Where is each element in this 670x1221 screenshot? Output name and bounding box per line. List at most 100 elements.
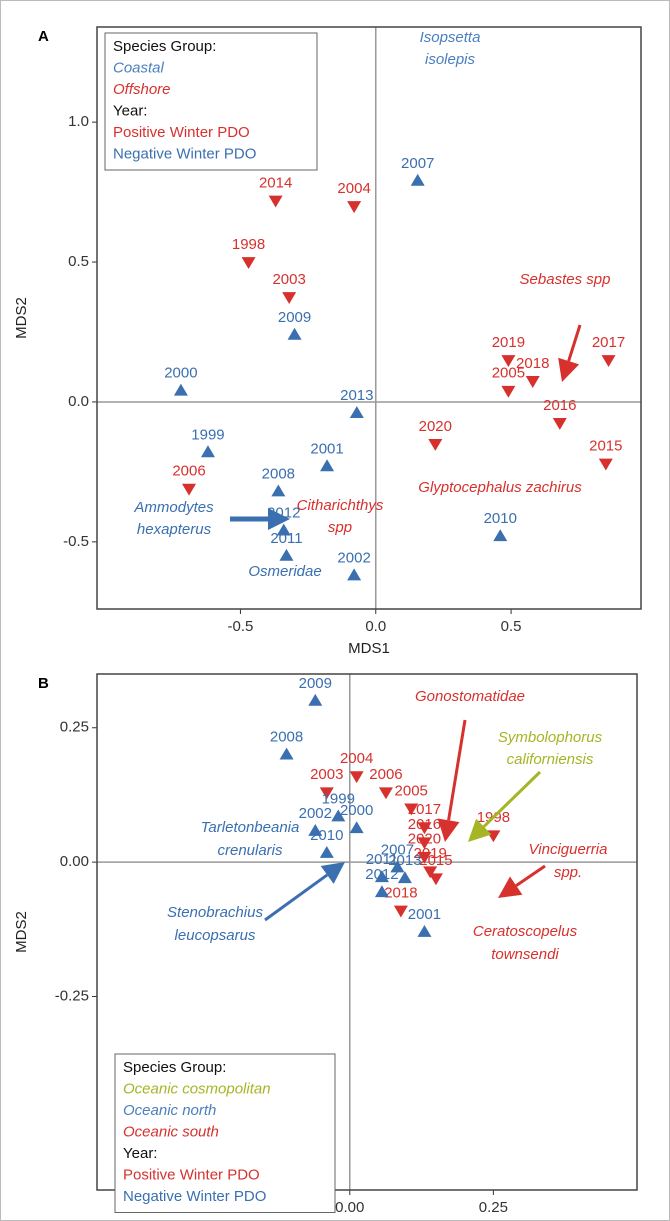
point-label: 2006	[369, 766, 402, 783]
point-label: 2001	[408, 906, 441, 923]
annotation: leucopsarus	[175, 927, 256, 944]
point	[404, 803, 419, 816]
point-label: 2012	[365, 866, 398, 883]
point-label: 2003	[310, 766, 343, 783]
legend-entry: Negative Winter PDO	[123, 1188, 266, 1205]
arrow-head	[468, 818, 492, 842]
point	[374, 870, 389, 883]
x-tick-label: 0.5	[501, 618, 522, 635]
point	[279, 548, 294, 561]
point	[349, 771, 364, 784]
x-axis-label: MDS1	[348, 640, 390, 657]
legend-title: Year:	[113, 102, 147, 119]
annotation: Citharichthys	[297, 497, 384, 514]
point	[423, 866, 438, 879]
annotation: californiensis	[507, 751, 594, 768]
y-tick-label: 1.0	[68, 113, 89, 130]
point-label: 2015	[419, 852, 452, 869]
annotation: crenularis	[217, 842, 283, 859]
annotation: Isopsetta	[420, 29, 481, 46]
point	[282, 292, 297, 305]
arrow-shaft	[264, 873, 329, 922]
point	[268, 195, 283, 208]
point-label: 2011	[270, 530, 302, 547]
arrow-shaft	[515, 864, 546, 887]
point-label: 1998	[232, 236, 265, 253]
plot-frame	[96, 673, 638, 1191]
point	[287, 327, 302, 340]
point	[525, 376, 540, 388]
point-label: 2002	[337, 549, 370, 566]
point-label: 2010	[310, 827, 343, 844]
point	[390, 860, 405, 873]
arrow-shaft	[447, 719, 467, 821]
legend-entry: Positive Winter PDO	[123, 1166, 260, 1183]
annotation: Tarletonbeania	[201, 819, 300, 836]
point	[598, 458, 613, 471]
point	[410, 173, 425, 186]
point	[428, 439, 443, 451]
x-tick-label: 0.00	[335, 1199, 364, 1216]
y-tick-label: 0.5	[68, 253, 89, 270]
point-label: 1999	[191, 426, 224, 443]
legend-entry: Negative Winter PDO	[113, 145, 256, 162]
point	[374, 885, 389, 898]
point-label: 2002	[299, 805, 332, 822]
x-tick-label: -0.5	[228, 618, 254, 635]
point	[200, 445, 215, 458]
arrow-head	[437, 818, 460, 842]
legend-title: Species Group:	[123, 1059, 226, 1076]
annotation: Gonostomatidae	[415, 688, 525, 705]
point	[601, 355, 616, 367]
arrow-shaft	[567, 324, 582, 362]
point	[331, 809, 346, 822]
panel-label: B	[38, 675, 49, 692]
point-label: 2019	[414, 845, 447, 862]
legend-title: Year:	[123, 1145, 157, 1162]
point	[320, 459, 335, 472]
point-label: 2020	[408, 831, 441, 848]
point	[308, 823, 323, 836]
legend-box	[114, 1053, 336, 1213]
point-label: 2009	[278, 309, 311, 326]
point	[347, 201, 362, 214]
point-label: 2008	[270, 729, 303, 746]
point-label: 2005	[492, 365, 525, 382]
point-label: 2013	[340, 387, 373, 404]
point-label: 2015	[589, 437, 622, 454]
point	[501, 355, 516, 367]
point-label: 2007	[401, 155, 434, 172]
legend-group: Oceanic cosmopolitan	[123, 1080, 271, 1097]
annotation: spp.	[554, 864, 582, 881]
point-label: 2020	[419, 418, 452, 435]
y-tick-label: 0.0	[68, 393, 89, 410]
annotation: Symbolophorus	[498, 729, 603, 746]
point-label: 2007	[381, 841, 414, 858]
annotation: hexapterus	[137, 521, 212, 538]
point-label: 2001	[310, 440, 343, 457]
annotation: Vinciguerria	[529, 841, 608, 858]
annotation: Ceratoscopelus	[473, 923, 578, 940]
point	[417, 822, 432, 835]
point	[308, 693, 323, 706]
legend-group: Oceanic south	[123, 1123, 219, 1140]
x-tick-label: 0.25	[479, 1199, 508, 1216]
annotation: Osmeridae	[248, 563, 321, 580]
legend-group: Offshore	[113, 81, 171, 98]
point-label: 2011	[366, 851, 398, 868]
point	[417, 837, 432, 850]
point	[428, 873, 443, 886]
y-tick-label: -0.5	[63, 533, 89, 550]
point-label: 2004	[340, 750, 373, 767]
point	[319, 787, 334, 800]
annotation: Glyptocephalus zachirus	[418, 479, 582, 496]
y-axis-label: MDS2	[13, 911, 30, 953]
annotation: townsendi	[491, 946, 559, 963]
point-label: 2014	[259, 174, 292, 191]
point	[271, 484, 286, 497]
arrow-head	[320, 862, 345, 884]
point	[276, 523, 291, 536]
point-label: 2008	[262, 465, 295, 482]
legend-entry: Positive Winter PDO	[113, 124, 250, 141]
